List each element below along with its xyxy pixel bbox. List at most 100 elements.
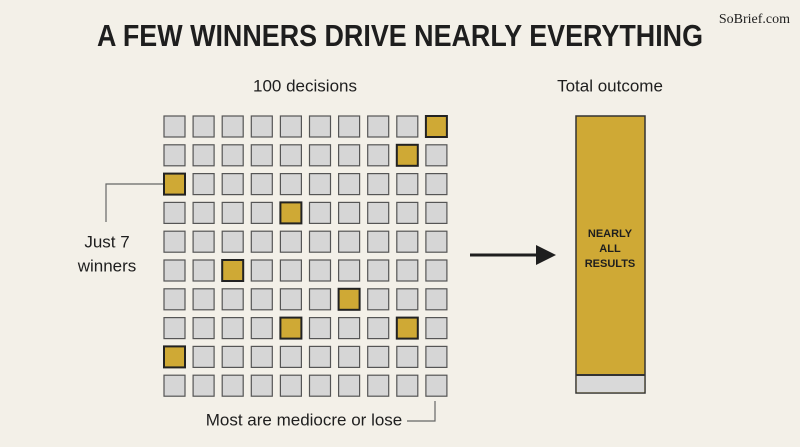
decision-cell: [396, 374, 419, 397]
decision-cell: [338, 317, 361, 340]
decision-cell: [367, 259, 390, 282]
decision-cell: [396, 201, 419, 224]
decision-cell: [192, 288, 215, 311]
decision-cell: [192, 259, 215, 282]
decision-cell: [279, 374, 302, 397]
decision-cell: [250, 317, 273, 340]
outcome-label: Total outcome: [557, 76, 663, 95]
annotation-line: winners: [77, 256, 137, 275]
outcome-remainder: [576, 375, 645, 393]
winner-cell: [337, 287, 361, 311]
decision-cell: [338, 115, 361, 138]
decision-cell: [250, 115, 273, 138]
decision-cell: [367, 230, 390, 253]
decision-cell: [250, 374, 273, 397]
decision-cell: [163, 115, 186, 138]
annotation-line: Just 7: [84, 232, 129, 251]
decision-cell: [367, 173, 390, 196]
decision-cell: [367, 201, 390, 224]
decision-cell: [338, 259, 361, 282]
bar-text: ALL: [599, 243, 621, 255]
decision-cell: [221, 115, 244, 138]
decision-cell: [279, 345, 302, 368]
decision-cell: [425, 374, 448, 397]
decision-cell: [221, 230, 244, 253]
title: A FEW WINNERS DRIVE NEARLY EVERYTHING: [97, 18, 703, 53]
outcome-bar: [575, 115, 646, 394]
decision-grid: [163, 115, 448, 397]
decision-cell: [192, 201, 215, 224]
decision-cell: [367, 288, 390, 311]
decision-cell: [221, 345, 244, 368]
decision-cell: [279, 115, 302, 138]
winner-cell: [163, 345, 186, 369]
decision-cell: [163, 317, 186, 340]
decision-cell: [425, 288, 448, 311]
decision-cell: [367, 345, 390, 368]
decision-cell: [308, 201, 332, 224]
decision-cell: [396, 230, 419, 253]
decision-cell: [163, 259, 186, 282]
bar-text: RESULTS: [585, 258, 636, 270]
decision-cell: [396, 115, 419, 138]
decision-cell: [425, 259, 448, 282]
decision-cell: [163, 201, 186, 224]
decision-cell: [192, 173, 215, 196]
decision-cell: [338, 230, 361, 253]
decision-cell: [338, 345, 361, 368]
decision-cell: [338, 144, 361, 167]
footer-bracket: [407, 401, 436, 422]
decision-cell: [221, 288, 244, 311]
winner-cell: [279, 316, 303, 340]
decision-cell: [308, 259, 332, 282]
decision-cell: [250, 201, 273, 224]
decision-cell: [163, 230, 186, 253]
brand: SoBrief.com: [719, 12, 790, 27]
annotation-bracket: [105, 183, 163, 222]
decision-cell: [425, 201, 448, 224]
decision-cell: [308, 345, 332, 368]
decision-cell: [308, 374, 332, 397]
decision-cell: [308, 288, 332, 311]
decision-cell: [221, 374, 244, 397]
decision-cell: [367, 317, 390, 340]
decision-cell: [192, 144, 215, 167]
decision-cell: [396, 288, 419, 311]
decision-cell: [221, 317, 244, 340]
decision-cell: [163, 144, 186, 167]
arrow-head: [536, 245, 556, 265]
decision-cell: [250, 144, 273, 167]
decision-cell: [308, 317, 332, 340]
decision-cell: [250, 259, 273, 282]
winner-cell: [221, 259, 245, 282]
winner-cell: [424, 115, 448, 138]
decision-cell: [338, 173, 361, 196]
decision-cell: [308, 173, 332, 196]
decision-cell: [221, 173, 244, 196]
decision-cell: [425, 230, 448, 253]
decision-cell: [367, 115, 390, 138]
winner-cell: [395, 143, 419, 167]
decision-cell: [279, 288, 302, 311]
decision-cell: [425, 317, 448, 340]
decision-cell: [425, 173, 448, 196]
winner-cell: [163, 172, 186, 196]
decision-cell: [279, 173, 302, 196]
decision-cell: [250, 345, 273, 368]
decision-cell: [338, 374, 361, 397]
decision-cell: [308, 144, 332, 167]
decision-cell: [396, 173, 419, 196]
decision-cell: [367, 374, 390, 397]
winner-cell: [395, 316, 419, 340]
bar-text: NEARLY: [588, 228, 633, 240]
winner-cell: [279, 201, 303, 225]
decision-cell: [425, 345, 448, 368]
decision-cell: [425, 144, 448, 167]
decision-cell: [279, 230, 302, 253]
decision-cell: [250, 230, 273, 253]
decision-cell: [250, 173, 273, 196]
decision-cell: [163, 288, 186, 311]
grid-label: 100 decisions: [253, 76, 357, 95]
decision-cell: [396, 259, 419, 282]
